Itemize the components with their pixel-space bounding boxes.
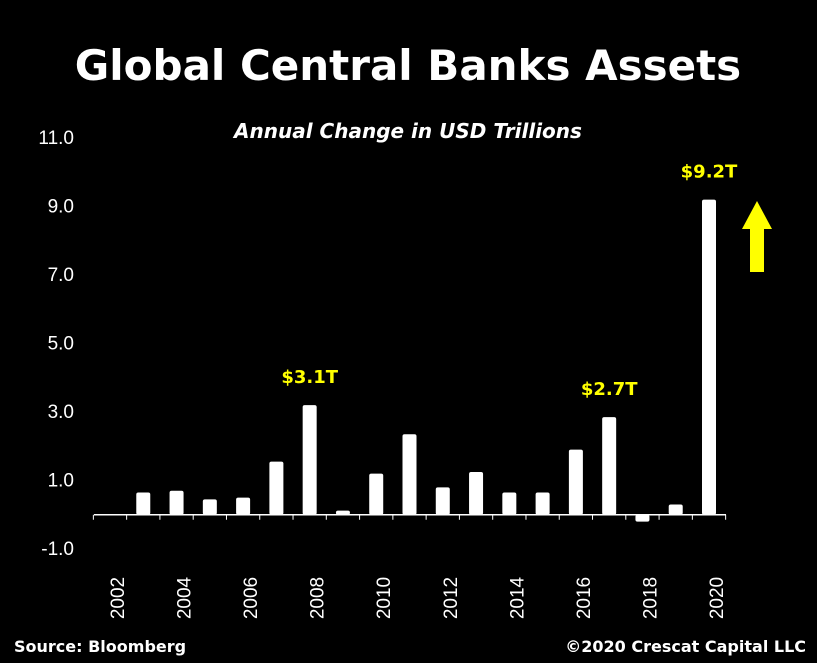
bar-2015 (535, 492, 550, 515)
bar-2020 (702, 199, 716, 515)
bar-2019 (668, 504, 683, 515)
x-tick-label: 2014 (507, 576, 528, 619)
source-label: Source: Bloomberg (14, 637, 186, 656)
callout-2008: $3.1T (281, 367, 338, 388)
y-tick-label: -1.0 (41, 539, 74, 560)
bar-2008 (302, 405, 317, 515)
copyright-label: ©2020 Crescat Capital LLC (565, 637, 806, 656)
y-tick-label: 11.0 (38, 128, 74, 149)
x-tick-label: 2020 (707, 577, 728, 619)
bar-2003 (136, 492, 151, 515)
y-tick-label: 3.0 (48, 402, 74, 423)
y-tick-label: 7.0 (48, 265, 74, 286)
x-axis-tick-marks (92, 514, 727, 520)
chart-title: Global Central Banks Assets (75, 41, 741, 90)
up-arrow-icon (742, 201, 772, 272)
y-axis: 11.0 9.0 7.0 5.0 3.0 1.0 -1.0 (38, 128, 74, 560)
x-tick-label: 2012 (441, 577, 462, 619)
x-tick-label: 2016 (574, 577, 595, 619)
x-tick-label: 2010 (374, 577, 395, 619)
x-tick-label: 2002 (108, 577, 129, 619)
y-tick-label: 5.0 (48, 334, 74, 355)
bar-2009 (335, 510, 350, 515)
bar-2013 (469, 471, 484, 515)
bar-2016 (568, 449, 583, 515)
callout-2017: $2.7T (581, 379, 638, 400)
bar-series (136, 199, 716, 522)
bar-2012 (435, 487, 450, 515)
y-tick-label: 1.0 (48, 471, 74, 492)
x-axis-labels: 2002 2004 2006 2008 2010 2012 2014 2016 2018 2020 (108, 576, 728, 619)
x-tick-label: 2006 (241, 577, 262, 619)
chart-subtitle: Annual Change in USD Trillions (232, 119, 582, 143)
bar-2007 (269, 461, 284, 515)
bar-2006 (236, 497, 251, 515)
callout-2020: $9.2T (681, 162, 738, 183)
bar-2017 (602, 417, 617, 515)
x-tick-label: 2008 (308, 577, 329, 619)
bar-2004 (169, 490, 184, 515)
bar-2018 (635, 514, 650, 522)
callout-labels: $3.1T $2.7T $9.2T (281, 162, 738, 400)
y-tick-label: 9.0 (48, 197, 74, 218)
bar-2011 (402, 434, 417, 515)
bar-2014 (502, 492, 517, 515)
bar-2010 (369, 473, 384, 515)
x-tick-label: 2018 (640, 577, 661, 619)
bar-2005 (202, 499, 217, 515)
x-tick-label: 2004 (175, 576, 196, 619)
